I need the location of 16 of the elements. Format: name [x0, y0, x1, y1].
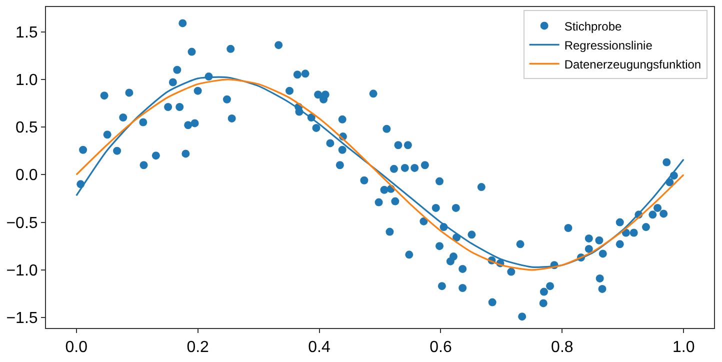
y-tick-label: 0.0	[16, 167, 38, 184]
x-tick-label: 0.6	[430, 339, 452, 356]
x-tick-label: 0.0	[65, 339, 88, 356]
legend-label: Regressionslinie	[564, 38, 653, 52]
y-tick-label: −0.5	[6, 214, 38, 232]
x-tick-label: 0.2	[186, 339, 210, 356]
x-tick-label: 0.8	[551, 339, 574, 356]
y-tick-label: 1.5	[16, 24, 38, 42]
x-tick-label: 1.0	[672, 339, 695, 356]
x-tick-label: 0.4	[308, 339, 330, 356]
y-tick-label: −1.5	[6, 310, 38, 328]
legend-label: Datenerzeugungsfunktion	[564, 57, 702, 72]
y-tick-label: 0.5	[16, 120, 38, 137]
y-tick-label: 1.0	[16, 72, 38, 89]
legend-label: Stichprobe	[564, 19, 622, 34]
y-tick-label: −1.0	[6, 262, 38, 280]
